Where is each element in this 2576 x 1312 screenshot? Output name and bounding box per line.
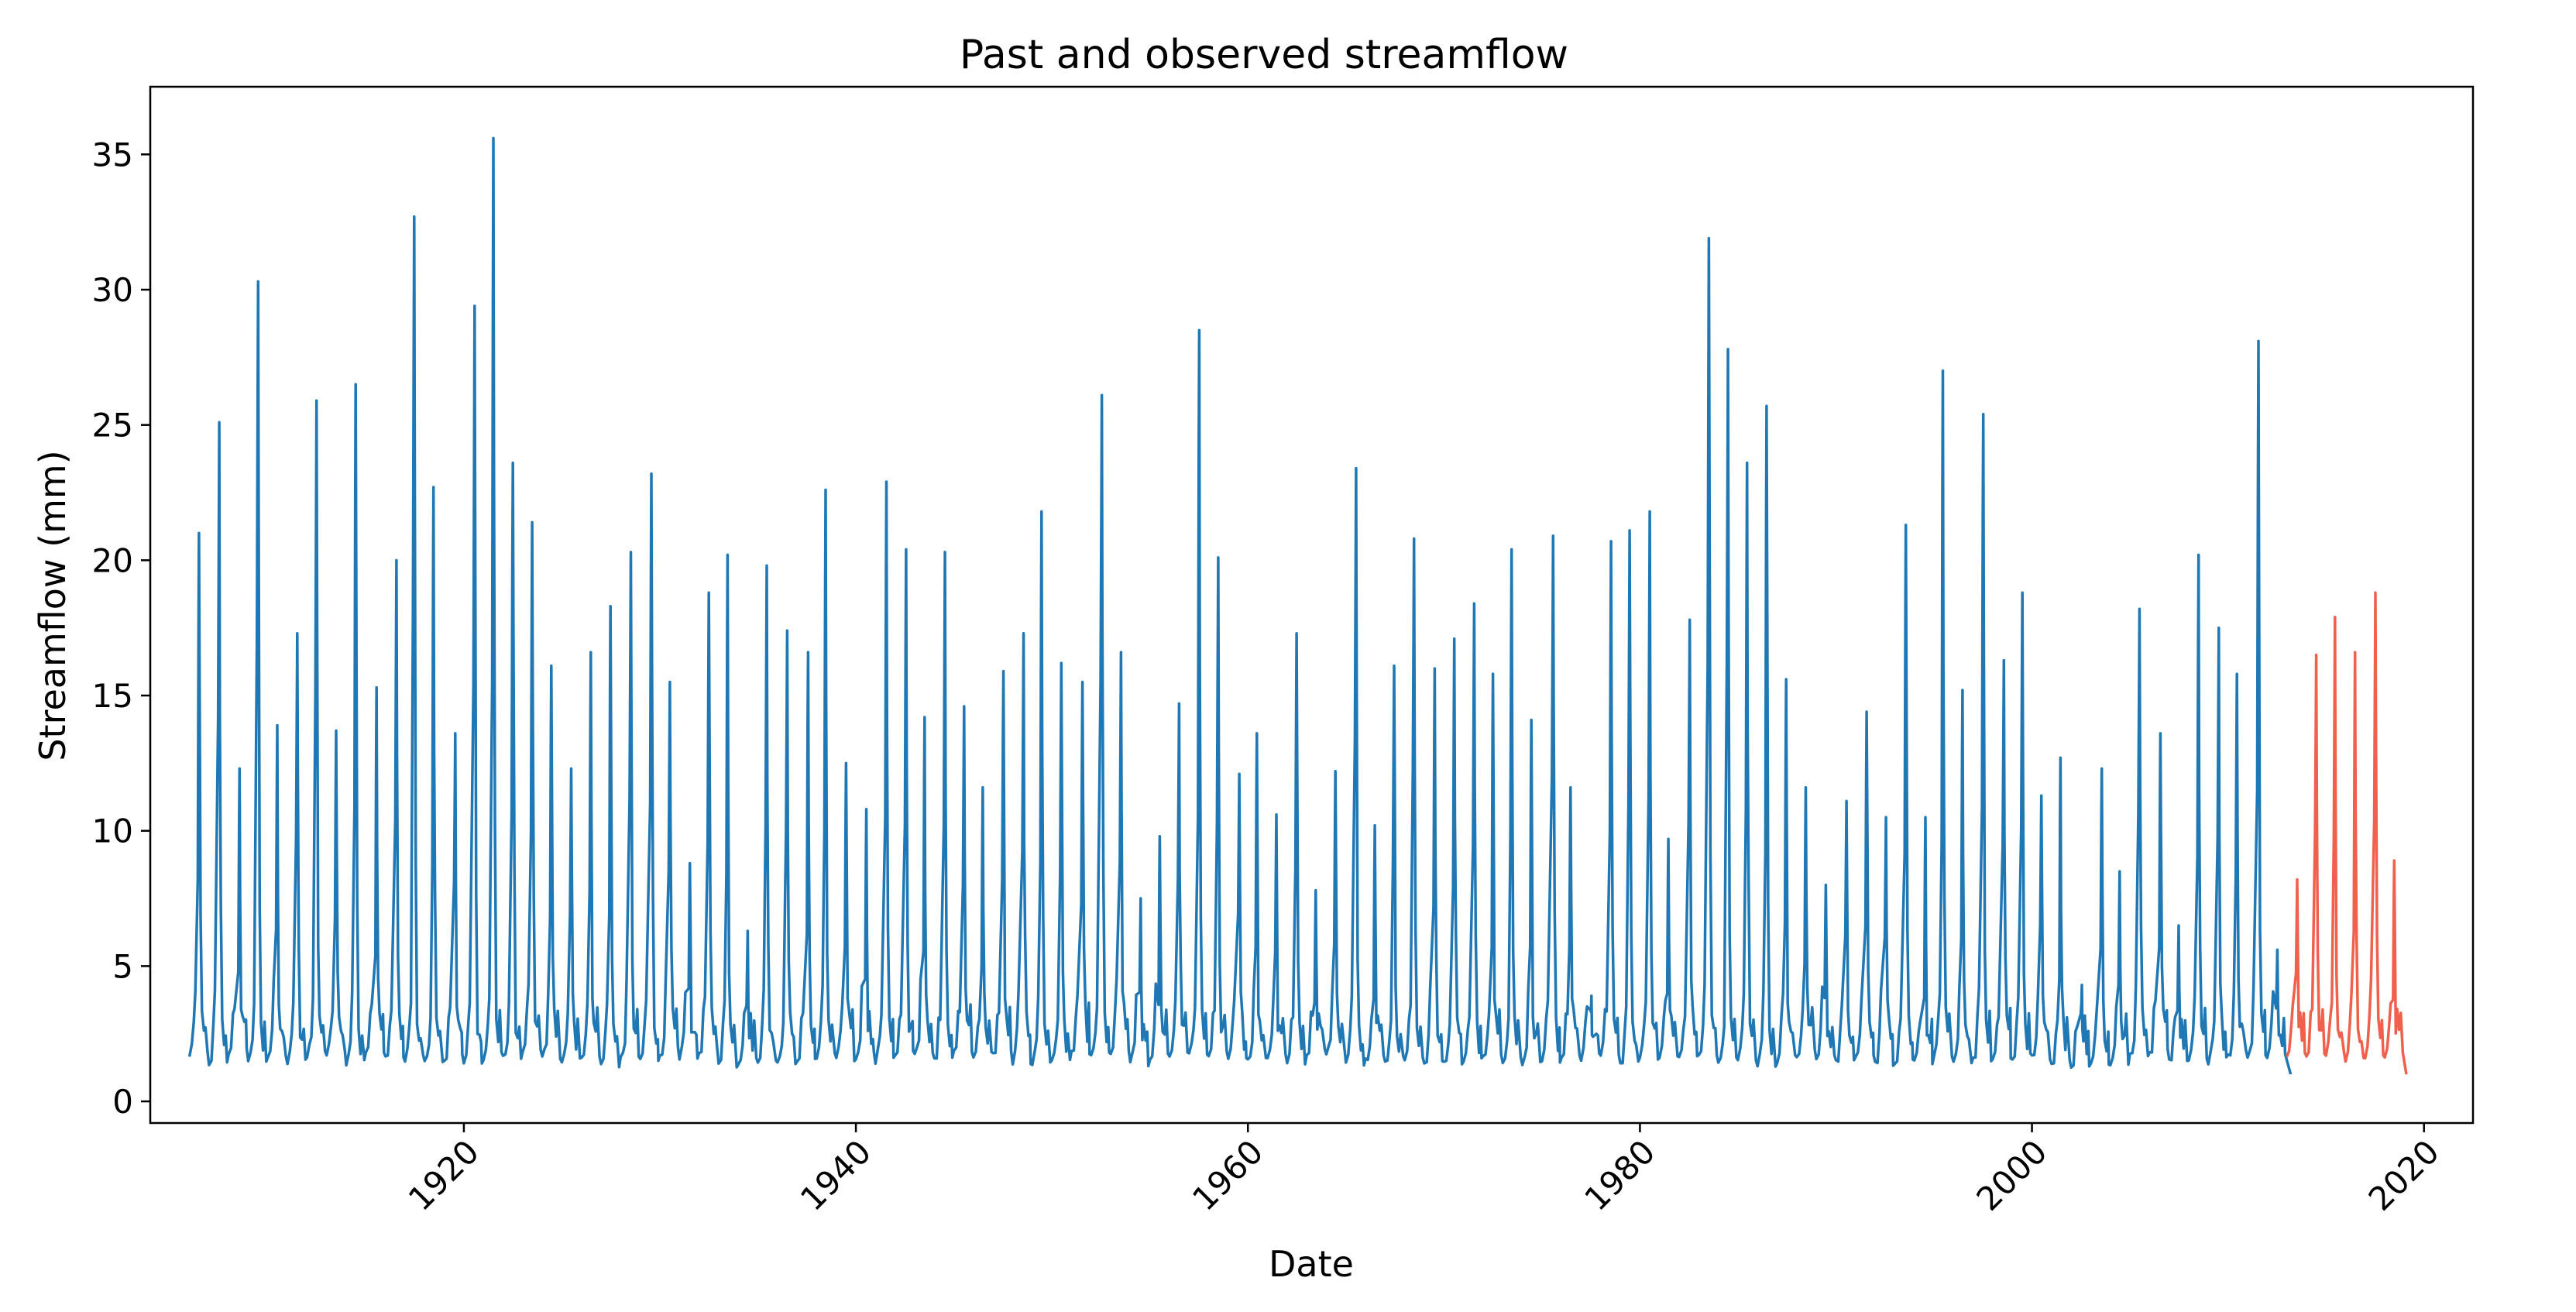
plot-area: [187, 136, 2408, 1075]
x-tick-label: 1940: [793, 1132, 878, 1218]
y-tick-label: 10: [92, 812, 133, 850]
y-tick-label: 5: [112, 947, 133, 985]
y-axis: 0 5 10 15 20 25 30 35: [92, 136, 150, 1121]
observed-streamflow-line: [2285, 591, 2408, 1075]
chart-title: Past and observed streamflow: [960, 32, 1568, 78]
x-tick-label: 1960: [1185, 1132, 1270, 1218]
x-axis: 1920 1940 1960 1980 2000 2020: [401, 1123, 2447, 1218]
x-tick-label: 2000: [1969, 1132, 2054, 1218]
y-tick-label: 30: [92, 271, 133, 309]
past-streamflow-line: [187, 136, 2293, 1075]
y-tick-label: 0: [112, 1083, 133, 1121]
x-tick-label: 1920: [401, 1132, 486, 1218]
y-tick-label: 20: [92, 541, 133, 579]
y-tick-label: 35: [92, 136, 133, 173]
x-tick-label: 2020: [2361, 1132, 2447, 1218]
y-tick-label: 15: [92, 677, 133, 715]
axes-frame: [149, 85, 2475, 1125]
x-axis-label: Date: [1269, 1243, 1354, 1285]
x-tick-label: 1980: [1577, 1132, 1662, 1218]
y-tick-label: 25: [92, 407, 133, 445]
y-axis-label: Streamflow (mm): [32, 450, 74, 761]
